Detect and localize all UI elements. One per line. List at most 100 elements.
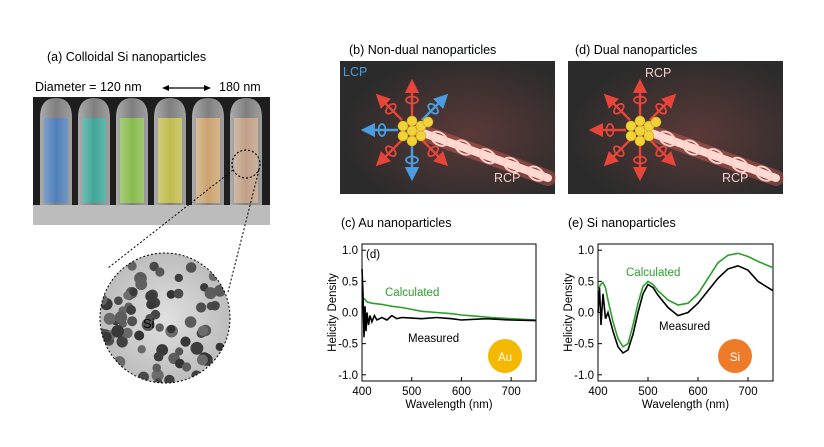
beam-core [411,126,552,182]
nanoparticle [397,130,409,142]
helix-loop [430,130,449,147]
helix-loop [658,130,677,147]
tem-particle [127,261,137,271]
calculated-label: Calculated [385,287,439,299]
tem-particle [191,370,202,381]
vial-gloss [154,98,186,205]
tem-particle [184,316,197,328]
tem-particle [197,325,209,336]
tem-particle [129,287,138,297]
scattering-arrows-d [588,78,677,182]
nanoparticle-cluster-d [625,115,662,147]
nanoparticle [397,120,409,132]
y-tick-label: -1.0 [574,370,594,382]
x-tick-label: 600 [688,386,707,398]
vial-gloss [40,98,72,205]
y-tick-label: -0.5 [338,339,358,351]
vial-gloss [116,98,148,205]
scatter-arrow [603,93,631,121]
tem-particle [100,294,108,306]
polarization-ring [633,95,647,105]
polarization-ring [427,145,440,158]
polarization-ring [384,102,397,115]
nanoparticle [634,115,646,127]
panel-e-caption: (e) Si nanoparticles [568,216,676,230]
scatter-arrow [649,93,677,121]
beam-core [639,126,780,182]
panel-d-caption: (d) Dual nanoparticles [575,43,698,57]
x-tick-label: 500 [638,386,657,398]
helix-loop [502,156,521,174]
tem-particle [208,271,219,282]
nanoparticle [415,130,427,142]
y-tick-label: -0.5 [574,339,594,351]
series-line [597,264,774,355]
zoom-line-right [227,169,260,293]
nanoparticle [406,135,418,147]
nanoparticle [634,125,646,137]
y-axis-label: Helicity Density [327,273,339,352]
y-tick-label: 0.0 [578,308,594,320]
tem-particle [175,347,184,356]
tem-particle [103,312,116,325]
tem-particle [196,302,207,313]
rcp-label-d: RCP [722,171,749,185]
nanoparticle [406,115,418,127]
x-axis-label: Wavelength (nm) [642,399,729,411]
x-tick-label: 400 [352,386,371,398]
polarization-ring [405,95,419,105]
calculated-label: Calculated [626,267,680,279]
tem-particle [122,327,133,339]
helix-loop [706,148,725,165]
helix-loop [754,165,774,182]
polarization-ring [612,145,625,158]
panel-d-top [568,61,784,194]
scatter-arrow [375,139,403,167]
rcp-top-label-d: RCP [645,66,672,80]
tem-particle [138,371,149,383]
panel-c-caption: (c) Au nanoparticles [341,216,452,230]
tem-particle [145,290,157,302]
tem-particle [210,300,220,311]
polarization-ring [655,102,668,115]
helix-loop [526,165,546,182]
scatter-arrow [421,93,449,121]
light-beam-d [635,122,784,186]
tem-particle [141,318,155,331]
y-axis-label: Helicity Density [563,273,575,352]
vial [192,98,224,205]
scatter-arrow [603,139,631,167]
nanoparticle [422,116,434,128]
nanoparticle [625,120,637,132]
tem-particle [196,354,208,366]
series-line [361,297,537,321]
x-tick-label: 400 [588,386,607,398]
series-line [597,252,774,348]
polarization-ring [633,155,647,165]
diameter-label: Diameter = 120 nm [35,80,142,94]
helix-loop [682,139,701,156]
polarization-ring [427,102,440,115]
series-line [361,268,537,338]
panel-a-caption: (a) Colloidal Si nanoparticles [47,50,207,64]
tem-si-label: Si [143,316,155,331]
vial [78,98,110,205]
vial [230,98,262,205]
y-tick-label: 0.0 [342,308,358,320]
lcp-label: LCP [343,65,368,79]
diameter-arrow-left-head [162,85,169,91]
nanoparticle [634,135,646,147]
polarization-ring [384,145,397,158]
particle-badge [718,339,752,373]
vial [154,98,186,205]
particle-badge [488,339,522,373]
nanoparticle-cluster-b [397,115,434,147]
tem-particle [146,299,157,310]
vial-gloss [78,98,110,205]
zoom-line-left [107,169,234,269]
x-tick-label: 700 [502,386,521,398]
nanoparticle [406,125,418,137]
nanoparticle [650,116,662,128]
nanoparticle [625,130,637,142]
helix-loop [730,156,749,174]
